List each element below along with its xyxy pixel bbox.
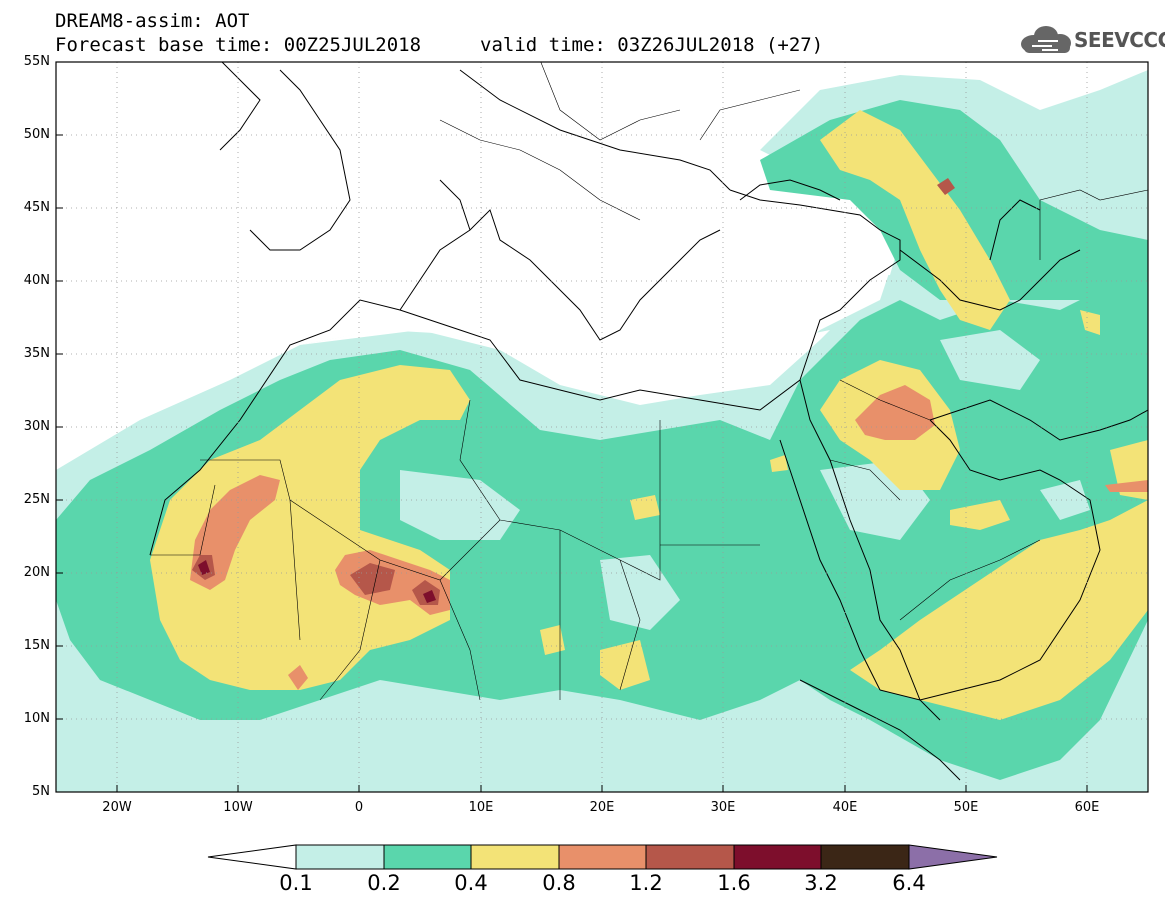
colorbar-label: 1.6 [717, 871, 751, 895]
lat-lon-grid [56, 62, 1148, 792]
lon-label: 20E [589, 800, 615, 815]
lon-label: 40E [832, 800, 858, 815]
lon-label: 60E [1074, 800, 1100, 815]
logo-text: SEEVCCC [1074, 28, 1165, 52]
lat-label: 15N [23, 638, 50, 653]
lat-label: 55N [23, 54, 50, 69]
forecast-base-time: Forecast base time: 00Z25JUL2018 [55, 34, 422, 56]
chart-title: DREAM8-assim: AOT [55, 10, 250, 32]
valid-time: valid time: 03Z26JUL2018 (+27) [480, 34, 824, 56]
axis-ticks [56, 134, 1088, 792]
coastlines [149, 62, 1148, 781]
colorbar-label: 0.2 [367, 871, 401, 895]
colorbar-label: 0.1 [279, 871, 313, 895]
lat-label: 50N [23, 127, 50, 142]
lat-label: 45N [23, 200, 50, 215]
colorbar-label: 0.8 [542, 871, 576, 895]
lat-label: 10N [23, 711, 50, 726]
colorbar-label: 1.2 [629, 871, 663, 895]
lon-label: 0 [354, 800, 364, 815]
lon-label: 10W [223, 800, 253, 815]
colorbar-label: 6.4 [892, 871, 926, 895]
colorbar-label: 3.2 [804, 871, 838, 895]
lon-label: 20W [102, 800, 132, 815]
lat-label: 35N [23, 346, 50, 361]
cloud-icon [1021, 26, 1071, 53]
aot-contour-0.4 [150, 110, 1148, 720]
lat-label: 30N [23, 419, 50, 434]
lat-label: 5N [32, 784, 50, 799]
lat-label: 40N [23, 273, 50, 288]
lon-label: 10E [468, 800, 494, 815]
colorbar-label: 0.4 [454, 871, 488, 895]
aot-contour-1.6 [198, 560, 436, 603]
lon-label: 50E [953, 800, 979, 815]
lon-label: 30E [710, 800, 736, 815]
lat-label: 25N [23, 492, 50, 507]
lat-label: 20N [23, 565, 50, 580]
